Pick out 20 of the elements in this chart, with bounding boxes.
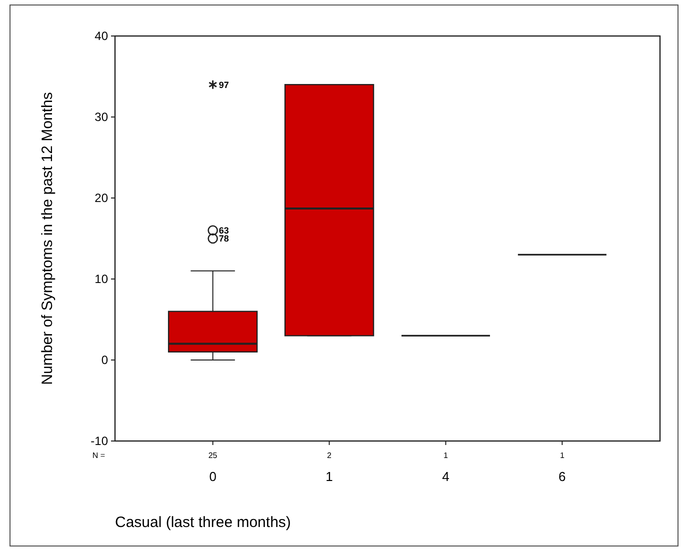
y-tick-label: 30 <box>94 110 108 124</box>
y-axis-title: Number of Symptoms in the past 12 Months <box>39 92 56 385</box>
y-tick-label: 20 <box>94 191 108 206</box>
x-axis-title: Casual (last three months) <box>115 514 291 531</box>
y-tick-label: 10 <box>94 272 108 286</box>
annotation: 97 <box>218 80 229 90</box>
x-tick-label: 1 <box>326 469 333 484</box>
x-tick-label: 4 <box>442 469 450 484</box>
annotation: 78 <box>218 234 229 244</box>
x-tick-label: 0 <box>209 469 216 484</box>
text: N = <box>92 451 106 460</box>
text: 1 <box>444 451 448 460</box>
x-tick-label: 6 <box>558 469 566 484</box>
y-tick-label: 0 <box>101 353 108 368</box>
text: 1 <box>560 451 565 460</box>
y-tick-label: 40 <box>94 29 108 44</box>
text: 25 <box>208 451 218 460</box>
text: 2 <box>327 451 332 460</box>
y-tick-label: -10 <box>90 434 108 448</box>
annotation: 63 <box>218 226 229 236</box>
